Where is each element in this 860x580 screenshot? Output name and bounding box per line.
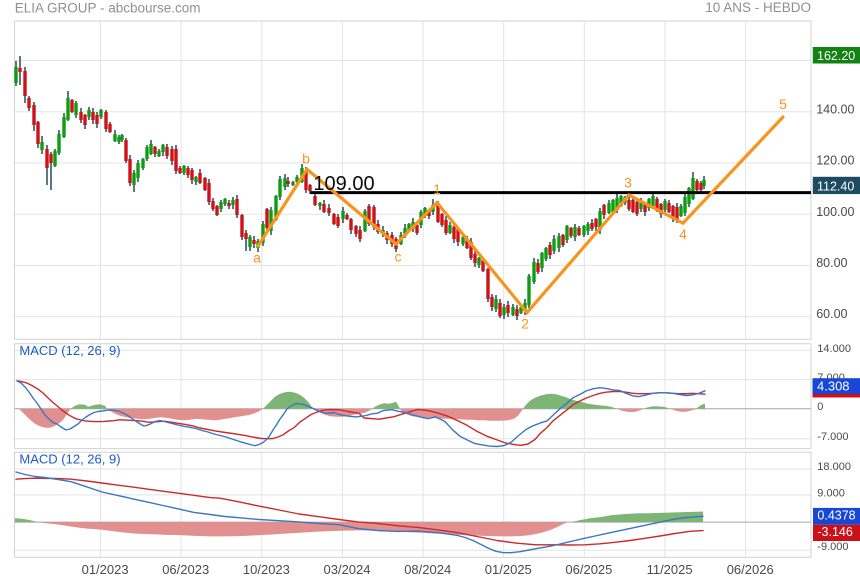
svg-text:140.00: 140.00 [816, 102, 854, 116]
svg-text:109.00: 109.00 [313, 173, 374, 195]
svg-text:-7.000: -7.000 [817, 431, 848, 443]
svg-text:01/2025: 01/2025 [485, 562, 532, 577]
svg-text:06/2026: 06/2026 [727, 562, 774, 577]
svg-text:2: 2 [521, 316, 529, 332]
svg-text:80.00: 80.00 [816, 256, 847, 270]
svg-text:14.000: 14.000 [817, 343, 851, 355]
svg-text:1: 1 [433, 181, 441, 197]
svg-text:MACD (12, 26, 9): MACD (12, 26, 9) [19, 343, 120, 358]
svg-text:4.308: 4.308 [817, 379, 850, 394]
svg-text:5: 5 [779, 96, 787, 112]
svg-text:c: c [395, 249, 402, 265]
svg-text:a: a [253, 250, 261, 266]
svg-text:18.000: 18.000 [817, 461, 851, 473]
svg-text:120.00: 120.00 [816, 154, 854, 168]
svg-text:06/2025: 06/2025 [565, 562, 612, 577]
svg-text:112.40: 112.40 [817, 179, 854, 193]
svg-text:3: 3 [624, 175, 632, 191]
svg-text:10 ANS - HEBDO: 10 ANS - HEBDO [705, 0, 811, 15]
svg-text:08/2024: 08/2024 [404, 562, 451, 577]
svg-text:162.20: 162.20 [817, 49, 855, 63]
svg-text:0.4378: 0.4378 [817, 509, 855, 523]
svg-text:03/2024: 03/2024 [324, 562, 371, 577]
svg-text:-3.146: -3.146 [817, 525, 852, 539]
svg-text:100.00: 100.00 [816, 205, 854, 219]
svg-text:-9.000: -9.000 [817, 541, 848, 553]
svg-text:9.000: 9.000 [817, 487, 845, 499]
svg-text:ELIA GROUP - abcbourse.com: ELIA GROUP - abcbourse.com [15, 1, 201, 16]
svg-text:b: b [302, 151, 310, 167]
svg-text:01/2023: 01/2023 [82, 562, 129, 577]
svg-text:MACD (12, 26, 9): MACD (12, 26, 9) [19, 451, 120, 466]
svg-text:4: 4 [679, 226, 687, 242]
svg-text:10/2023: 10/2023 [243, 562, 290, 577]
svg-text:60.00: 60.00 [816, 307, 847, 321]
svg-text:0: 0 [817, 401, 823, 413]
svg-text:11/2025: 11/2025 [647, 562, 693, 577]
svg-text:06/2023: 06/2023 [162, 562, 209, 577]
